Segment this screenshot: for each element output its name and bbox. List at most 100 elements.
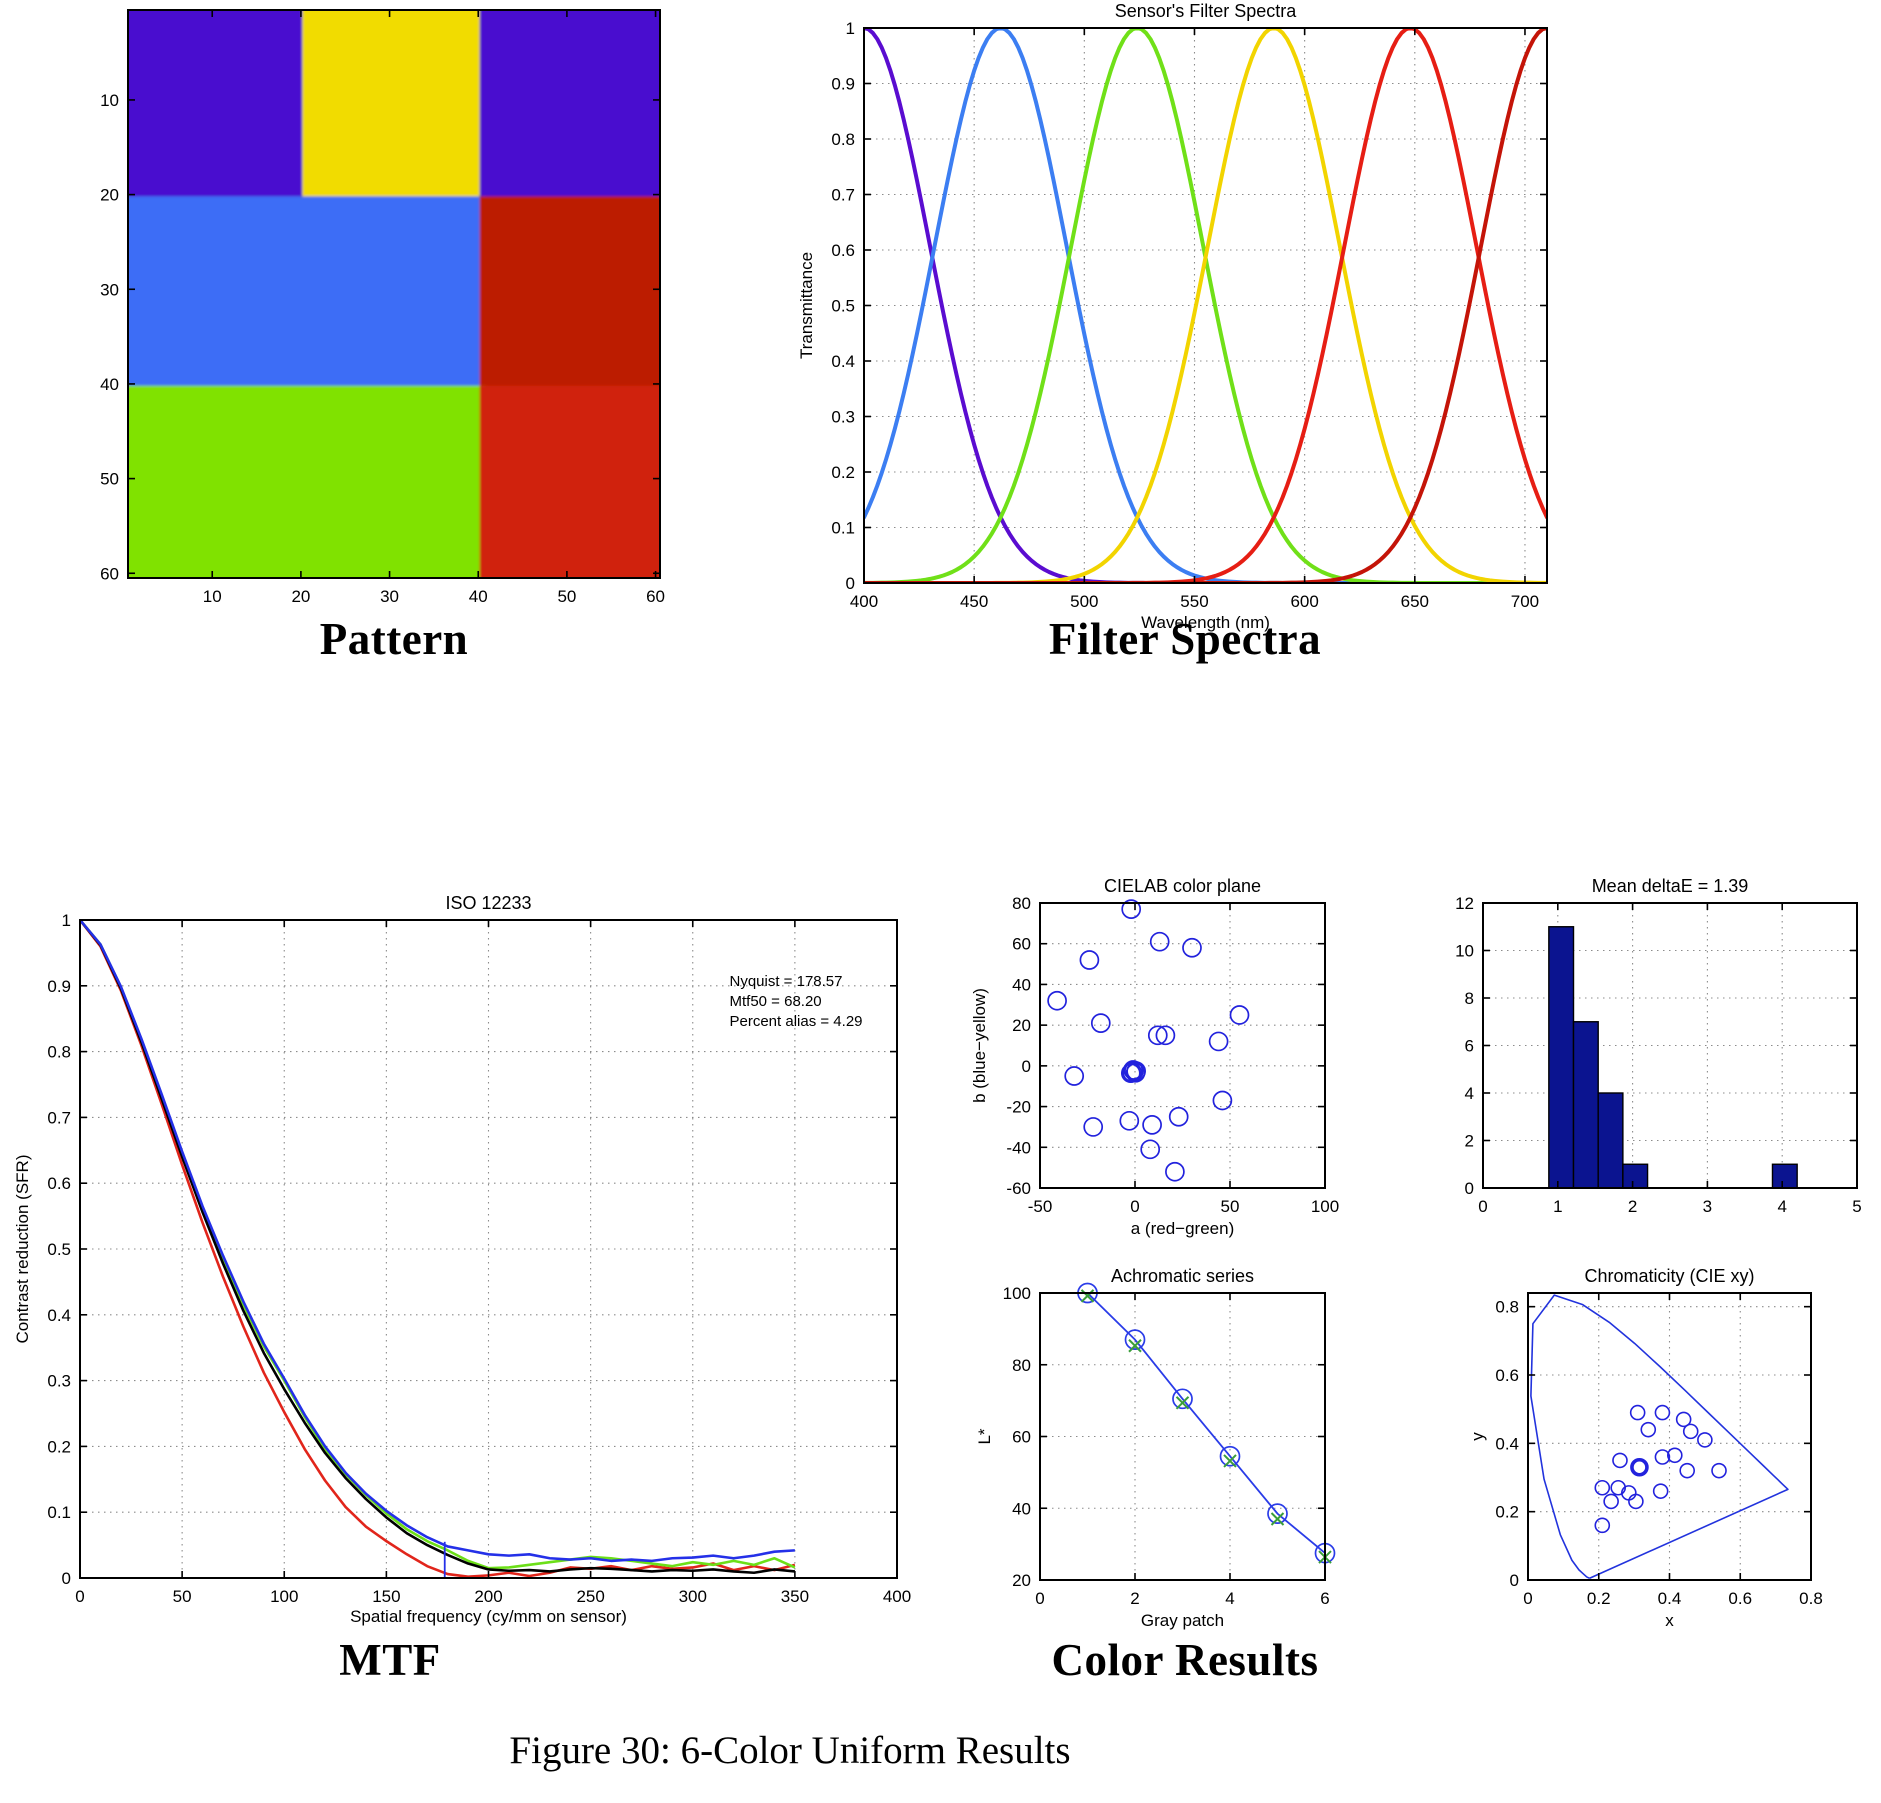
achromatic-reference-marker [1128,1339,1142,1353]
achromatic-ylabel: L* [975,1428,994,1444]
x-tick-label: 250 [576,1587,604,1606]
y-tick-label: 40 [1012,1499,1031,1518]
pattern-chart: 10 20 30 40 50 60 10 20 30 40 50 60 [100,9,665,606]
chromaticity-point [1594,1517,1611,1534]
y-tick-label: 20 [1012,1016,1031,1035]
chromaticity-markers [1594,1404,1727,1534]
achromatic-reference-marker [1080,1289,1095,1303]
y-tick-label: 0.5 [831,297,855,316]
x-tick-label: 0 [1478,1197,1487,1216]
y-tick-label: 0.8 [831,130,855,149]
chromaticity-point [1675,1411,1692,1428]
cielab-point [1182,937,1202,958]
x-tick-label: 0.2 [1587,1589,1611,1608]
mtf-annotation-line: Nyquist = 178.57 [730,973,843,990]
y-tick-label: -20 [1006,1098,1031,1117]
x-tick-label: 10 [203,587,222,606]
y-tick-label: 0.1 [47,1503,71,1522]
chromaticity-data-area [1530,1294,1789,1580]
x-tick-label: 0 [1130,1197,1139,1216]
y-tick-label: 0.4 [1495,1434,1519,1453]
x-tick-label: 4 [1777,1197,1786,1216]
mtf-annotation-line: Mtf50 = 68.20 [730,993,822,1010]
chromaticity-point [1667,1447,1683,1464]
cielab-point [1090,1013,1111,1033]
achromatic-reference-marker [1223,1454,1237,1468]
y-tick-label: 0.2 [831,463,855,482]
y-tick-label: -60 [1006,1179,1031,1198]
achromatic-plot: 0 2 4 6 20 40 60 80 100 Achromatic series Gray pat… [975,1266,1336,1630]
cielab-point [1155,1025,1176,1046]
y-tick-label: 0 [1022,1057,1031,1076]
pattern-block-1 [302,10,486,203]
achromatic-measured-marker [1219,1445,1241,1467]
sfr-red-line [80,920,796,1578]
x-tick-label: 0 [75,1587,84,1606]
spectral-locus [1530,1294,1789,1580]
white-point-marker [1630,1457,1649,1477]
chromaticity-title: Chromaticity (CIE xy) [1584,1266,1754,1286]
chromaticity-point [1679,1462,1695,1479]
y-tick-label: 0.8 [1495,1298,1519,1317]
y-tick-label: 40 [1012,975,1031,994]
mtf-chart: Nyquist = 178.57 Mtf50 = 68.20 Percent ali… [13,893,911,1626]
y-tick-label: 30 [100,280,119,299]
mtf-caption: MTF [339,1635,441,1685]
achromatic-measured-marker [1124,1329,1146,1350]
cielab-point [1149,931,1170,952]
pattern-axes-box [127,9,661,579]
y-tick-label: 50 [100,470,119,489]
pattern-block-0 [128,10,309,203]
y-tick-label: 80 [1012,894,1031,913]
y-tick-label: 0.4 [47,1306,71,1325]
y-tick-label: 0.2 [47,1437,71,1456]
x-tick-label: 0 [1523,1589,1532,1608]
chromaticity-plot: 0 0.2 0.4 0.6 0.8 0 0.2 0.4 0.6 0.8 Chromaticity (… [1468,1266,1823,1630]
hist-bar-1 [1572,1021,1599,1188]
y-tick-label: 0.3 [47,1372,71,1391]
x-tick-label: 400 [850,592,878,611]
x-tick-label: 550 [1180,592,1208,611]
cielab-point [1121,899,1142,919]
x-tick-label: 100 [1311,1197,1339,1216]
pattern-block-6 [479,385,660,578]
x-tick-label: -50 [1028,1197,1053,1216]
mtf-title: ISO 12233 [445,893,531,913]
y-tick-label: -40 [1006,1138,1031,1157]
pattern-caption: Pattern [319,614,469,664]
mtf-xlabel: Spatial frequency (cy/mm on sensor) [350,1607,627,1626]
y-tick-label: 10 [1455,942,1474,961]
cielab-point [1212,1090,1233,1111]
achromatic-measured-marker [1267,1503,1288,1524]
chromaticity-ticks [1527,1293,1812,1581]
filter_spectra-plot: 400 450 500 550 600 650 700 0 0.1 0.2 0.3 0.4 0.5 0.6… [797,1,1548,632]
hist-bar-2 [1597,1092,1624,1188]
mtf-plot: Nyquist = 178.57 Mtf50 = 68.20 Percent ali… [13,893,911,1626]
x-tick-label: 200 [474,1587,502,1606]
x-tick-label: 0.8 [1799,1589,1823,1608]
y-tick-label: 0.8 [47,1043,71,1062]
x-tick-label: 500 [1070,592,1098,611]
mtf-ylabel: Contrast reduction (SFR) [13,1155,32,1344]
x-tick-label: 100 [270,1587,298,1606]
y-tick-label: 60 [100,564,119,583]
pattern-block-3 [128,196,486,392]
cielab-point [1079,950,1100,970]
cielab-point [1126,1061,1146,1081]
chromaticity-point [1612,1452,1628,1469]
x-tick-label: 650 [1401,592,1429,611]
chromaticity-point [1682,1423,1699,1440]
cielab-point [1142,1115,1162,1135]
chromaticity-point [1640,1421,1657,1438]
y-tick-label: 1 [846,19,855,38]
deltae_hist-ticks [1482,902,1858,1189]
cielab-point [1168,1106,1189,1127]
x-tick-label: 0 [1035,1589,1044,1608]
chromaticity-ylabel: y [1468,1432,1487,1441]
chromaticity-plot-background [1528,1293,1811,1580]
y-tick-label: 80 [1012,1356,1031,1375]
y-tick-label: 0.5 [47,1240,71,1259]
pattern-block-2 [479,10,660,203]
y-tick-label: 60 [1012,1428,1031,1447]
cielab-point [1165,1161,1185,1182]
